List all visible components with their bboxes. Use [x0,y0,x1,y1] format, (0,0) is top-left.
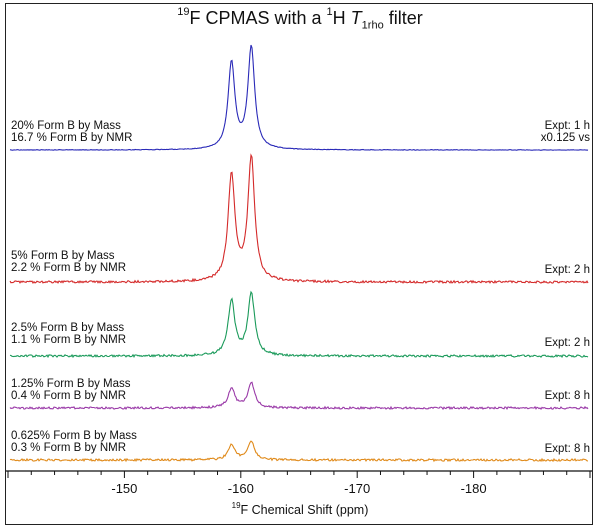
mass-label: 5% Form B by Mass [11,250,115,262]
expt-time-label: Expt: 2 h [544,337,590,349]
spectrum-line-2 [9,153,589,285]
title-h-sup: 1 [326,6,333,18]
x-tick-label: -180 [461,481,487,496]
x-axis-label: 19F Chemical Shift (ppm) [0,501,600,518]
series-left-label-3: 2.5% Form B by Mass 1.1 % Form B by NMR [11,322,126,346]
nmr-label: 2.2 % Form B by NMR [11,262,127,274]
x-tick-label: -150 [111,481,137,496]
mass-label: 20% Form B by Mass [11,120,121,132]
title-t-italic: T1rho [350,8,384,32]
spectrum-line-4 [9,381,589,411]
series-right-label-4: Expt: 8 h [545,390,590,402]
series-right-label-3: Expt: 2 h [545,337,590,349]
mass-label: 1.25% Form B by Mass [11,378,131,390]
spectrum-line-3 [9,290,589,359]
series-left-label-5: 0.625% Form B by Mass 0.3 % Form B by NMR [11,430,137,454]
series-right-label-5: Expt: 8 h [545,443,590,455]
x-tick-label: -160 [228,481,254,496]
series-left-label-1: 20% Form B by Mass 16.7 % Form B by NMR [11,120,132,144]
nmr-label: 0.4 % Form B by NMR [11,390,127,402]
title-h-text: H [332,8,351,28]
xlabel-iso-sup: 19 [231,501,241,510]
title-pre: F CPMAS with a [189,8,327,28]
xlabel-text: F Chemical Shift (ppm) [240,503,369,518]
nmr-label: 16.7 % Form B by NMR [11,132,133,144]
expt-time-label: Expt: 8 h [544,390,590,402]
title-t-sub: 1rho [361,19,384,32]
expt-time-label: Expt: 1 h [544,120,590,132]
scale-factor-label: x0.125 vs [540,132,590,144]
nmr-label: 1.1 % Form B by NMR [11,334,127,346]
x-tick-label: -170 [344,481,370,496]
title-iso-sup: 19 [177,6,190,18]
series-right-label-2: Expt: 2 h [545,264,590,276]
spectrum-line-5 [9,440,589,463]
title-post: filter [383,8,423,28]
expt-time-label: Expt: 8 h [544,443,590,455]
spectrum-line-1 [9,44,589,151]
series-left-label-4: 1.25% Form B by Mass 0.4 % Form B by NMR [11,378,131,402]
series-right-label-1: Expt: 1 h x0.125 vs [541,120,590,144]
figure-frame [5,3,593,525]
mass-label: 2.5% Form B by Mass [11,322,125,334]
chart-title: 19F CPMAS with a 1H T1rho filter [0,6,600,32]
mass-label: 0.625% Form B by Mass [11,430,137,442]
expt-time-label: Expt: 2 h [544,264,590,276]
nmr-label: 0.3 % Form B by NMR [11,442,127,454]
series-left-label-2: 5% Form B by Mass 2.2 % Form B by NMR [11,250,126,274]
